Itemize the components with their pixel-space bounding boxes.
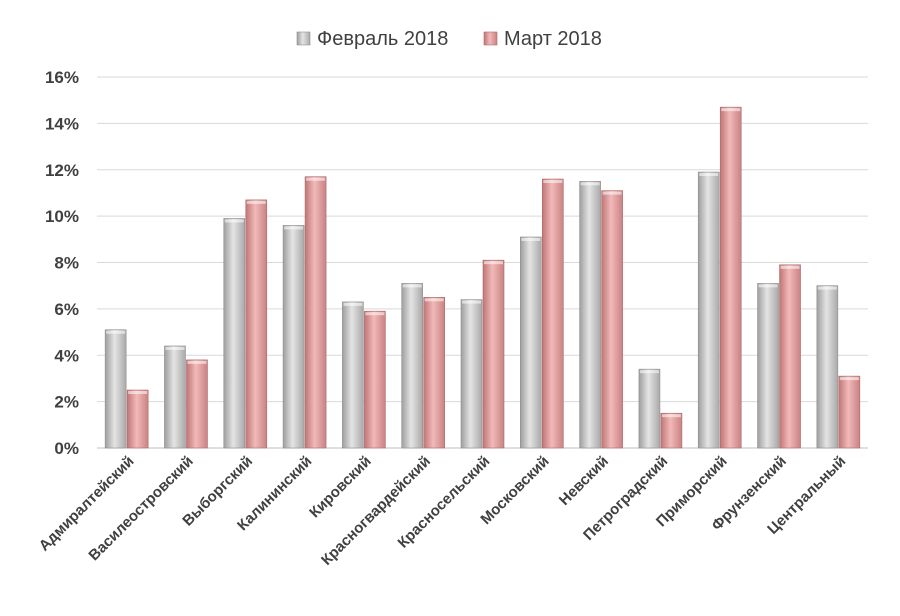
x-tick-label: Красногвардейский <box>318 453 434 569</box>
gridlines <box>97 76 868 449</box>
bar-february <box>401 283 423 449</box>
bar-march <box>245 199 268 449</box>
legend-swatch <box>483 31 498 46</box>
y-tick-label: 2% <box>54 393 79 412</box>
bar-march <box>423 296 445 449</box>
bar-february <box>164 345 186 449</box>
bar-february <box>460 299 483 449</box>
bar-february <box>104 329 127 449</box>
bar-march <box>660 412 683 449</box>
bar-march <box>304 176 327 449</box>
legend: Февраль 2018 Март 2018 <box>296 28 602 50</box>
y-tick-label: 0% <box>54 439 79 458</box>
y-axis: 0% 2% 4% 6% 8% 10% 12% 14% 16% <box>45 68 79 458</box>
bar-march <box>482 259 505 449</box>
legend-label: Февраль 2018 <box>317 28 448 50</box>
bar-march <box>126 389 149 449</box>
bars <box>104 106 861 449</box>
y-tick-label: 16% <box>45 68 79 87</box>
y-tick-label: 4% <box>54 346 79 365</box>
bar-february <box>223 218 246 449</box>
x-tick-label: Василеостровский <box>85 453 196 564</box>
bar-february <box>697 171 720 449</box>
bar-march <box>601 190 623 449</box>
bar-march <box>186 359 208 449</box>
bar-march <box>542 178 564 449</box>
y-tick-label: 6% <box>54 300 79 319</box>
bar-february <box>579 181 601 449</box>
y-tick-label: 12% <box>45 161 79 180</box>
y-tick-label: 8% <box>54 254 79 273</box>
bar-february <box>520 236 542 449</box>
bar-february <box>342 301 364 449</box>
x-axis: АдмиралтейскийВасилеостровскийВыборгский… <box>36 453 849 569</box>
bar-march <box>779 264 801 449</box>
bar-february <box>816 285 839 449</box>
bar-march <box>838 375 861 449</box>
bar-february <box>638 368 661 449</box>
y-tick-label: 10% <box>45 207 79 226</box>
x-tick-label: Невский <box>556 453 612 509</box>
legend-item: Март 2018 <box>483 28 602 50</box>
bar-march <box>719 106 742 449</box>
bar-february <box>757 283 779 449</box>
bar-march <box>364 310 386 449</box>
legend-item: Февраль 2018 <box>296 28 448 50</box>
y-tick-label: 14% <box>45 114 79 133</box>
legend-label: Март 2018 <box>504 28 602 50</box>
legend-swatch <box>296 31 311 46</box>
bar-february <box>282 225 305 449</box>
